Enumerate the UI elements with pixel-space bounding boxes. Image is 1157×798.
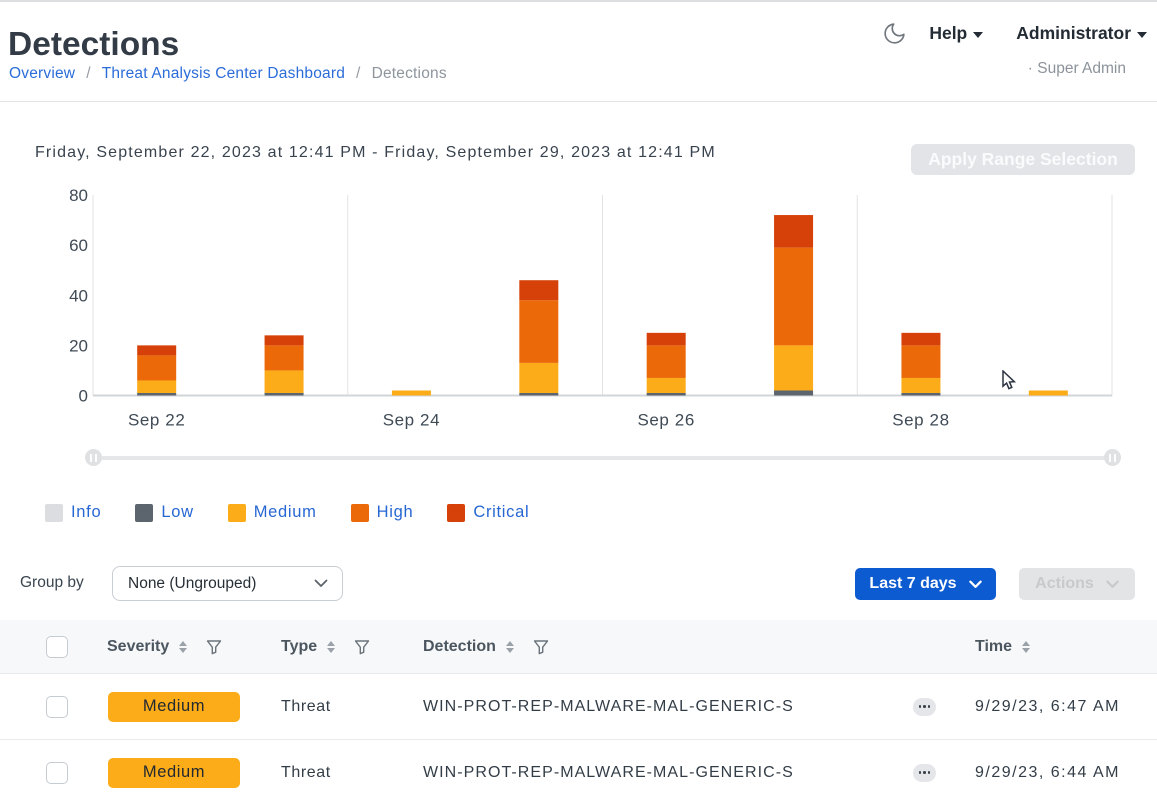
detections-chart[interactable]: 0 20 40 60 80 Sep 22 Sep 24 Sep 26 Sep 28 xyxy=(0,186,1157,436)
date-range-button[interactable]: Last 7 days xyxy=(855,568,996,600)
legend-item-info[interactable]: Info xyxy=(45,503,101,522)
severity-badge: Medium xyxy=(108,691,240,722)
dark-mode-toggle[interactable] xyxy=(882,21,907,46)
column-header-detection[interactable]: Detection xyxy=(423,620,549,673)
column-header-time[interactable]: Time xyxy=(975,620,1031,673)
svg-text:60: 60 xyxy=(69,236,88,255)
breadcrumb-item[interactable]: Overview xyxy=(9,65,76,82)
row-checkbox[interactable] xyxy=(46,695,68,718)
legend-label: Medium xyxy=(253,503,317,521)
column-label: Type xyxy=(281,637,318,655)
breadcrumb-separator: / xyxy=(356,65,361,82)
svg-text:40: 40 xyxy=(69,286,88,305)
detection-cell: WIN-PROT-REP-MALWARE-MAL-GENERIC-S xyxy=(423,697,794,715)
chevron-down-icon xyxy=(1106,580,1119,588)
user-role: · Super Admin xyxy=(1027,60,1126,77)
column-label: Detection xyxy=(423,637,496,655)
legend-label: Critical xyxy=(473,503,530,521)
legend-swatch xyxy=(227,503,246,522)
legend-label: Info xyxy=(71,503,102,521)
svg-text:Sep 24: Sep 24 xyxy=(383,411,440,430)
header-divider xyxy=(0,101,1157,102)
column-label: Time xyxy=(975,637,1013,655)
legend-item-high[interactable]: High xyxy=(350,503,414,522)
filter-icon[interactable] xyxy=(354,639,370,655)
chevron-down-icon xyxy=(314,579,328,587)
legend-swatch xyxy=(45,503,63,522)
row-actions-button[interactable] xyxy=(913,763,936,782)
select-all-checkbox[interactable] xyxy=(46,635,68,658)
severity-cell: Medium xyxy=(108,674,240,739)
legend-item-critical[interactable]: Critical xyxy=(447,503,529,522)
legend-label: High xyxy=(376,503,414,521)
sort-icon[interactable] xyxy=(505,640,514,653)
user-menu[interactable]: Administrator xyxy=(1016,23,1147,44)
legend-item-medium[interactable]: Medium xyxy=(227,503,317,522)
chart-legend: Info Low Medium High Critical xyxy=(45,503,529,522)
table-row[interactable]: Medium Threat WIN-PROT-REP-MALWARE-MAL-GEN… xyxy=(0,673,1157,739)
slider-handle-left[interactable] xyxy=(85,449,102,466)
date-range-button-label: Last 7 days xyxy=(869,575,957,592)
caret-down-icon xyxy=(973,31,984,38)
legend-swatch xyxy=(135,503,154,522)
apply-range-button[interactable]: Apply Range Selection xyxy=(911,144,1135,175)
slider-track[interactable] xyxy=(93,455,1113,460)
date-range-text: Friday, September 22, 2023 at 12:41 PM -… xyxy=(35,144,716,161)
moon-icon xyxy=(884,22,906,44)
detections-table: Severity Type Detection Time Medium Threat WI… xyxy=(0,620,1157,798)
time-range-slider[interactable] xyxy=(85,449,1121,466)
caret-down-icon xyxy=(1137,31,1147,38)
column-header-type[interactable]: Type xyxy=(281,620,370,673)
filter-icon[interactable] xyxy=(533,639,549,655)
actions-button[interactable]: Actions xyxy=(1019,568,1135,600)
help-label: Help xyxy=(929,22,968,43)
svg-text:Sep 22: Sep 22 xyxy=(128,411,185,430)
svg-text:20: 20 xyxy=(69,336,88,355)
group-by-select[interactable]: None (Ungrouped) xyxy=(112,566,343,601)
legend-item-low[interactable]: Low xyxy=(135,503,193,522)
type-cell: Threat xyxy=(281,697,331,715)
severity-cell: Medium xyxy=(108,740,240,798)
row-checkbox[interactable] xyxy=(46,761,68,784)
slider-handle-right[interactable] xyxy=(1104,449,1121,466)
top-border xyxy=(0,0,1157,2)
time-cell: 9/29/23, 6:44 AM xyxy=(975,763,1120,781)
help-menu[interactable]: Help xyxy=(929,22,984,44)
svg-text:Sep 26: Sep 26 xyxy=(637,411,694,430)
detection-cell: WIN-PROT-REP-MALWARE-MAL-GENERIC-S xyxy=(423,763,794,781)
table-row[interactable]: Medium Threat WIN-PROT-REP-MALWARE-MAL-GEN… xyxy=(0,739,1157,798)
sort-icon[interactable] xyxy=(327,640,336,653)
type-cell: Threat xyxy=(281,763,331,781)
breadcrumb-item[interactable]: Threat Analysis Center Dashboard xyxy=(101,65,346,82)
mouse-cursor xyxy=(1002,370,1017,390)
breadcrumb-item: Detections xyxy=(371,65,447,82)
topbar-right: Help Administrator xyxy=(882,20,1147,46)
row-actions-button[interactable] xyxy=(913,697,936,716)
time-cell: 9/29/23, 6:47 AM xyxy=(975,697,1120,715)
column-header-severity[interactable]: Severity xyxy=(107,620,222,673)
group-by-label: Group by xyxy=(20,574,84,591)
sort-icon[interactable] xyxy=(1022,640,1031,653)
legend-label: Low xyxy=(161,503,194,521)
severity-badge: Medium xyxy=(108,757,240,788)
svg-text:0: 0 xyxy=(79,387,88,406)
chevron-down-icon xyxy=(968,580,982,588)
user-label: Administrator xyxy=(1016,22,1131,43)
breadcrumb-separator: / xyxy=(86,65,91,82)
legend-swatch xyxy=(447,503,466,522)
filter-icon[interactable] xyxy=(206,639,222,655)
svg-text:80: 80 xyxy=(69,186,88,205)
column-label: Severity xyxy=(107,637,170,655)
page-title: Detections xyxy=(8,26,180,63)
breadcrumb: Overview / Threat Analysis Center Dashboar… xyxy=(9,65,447,83)
legend-swatch xyxy=(350,503,369,522)
sort-icon[interactable] xyxy=(179,640,188,653)
table-header-row: Severity Type Detection Time xyxy=(0,620,1157,673)
group-by-value: None (Ungrouped) xyxy=(128,574,257,592)
actions-button-label: Actions xyxy=(1035,575,1094,592)
svg-text:Sep 28: Sep 28 xyxy=(892,411,949,430)
